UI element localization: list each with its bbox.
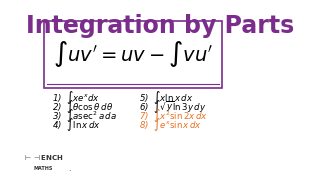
Text: 4)  $\int \ln x\, dx$: 4) $\int \ln x\, dx$ bbox=[52, 116, 101, 133]
Text: Integration by Parts: Integration by Parts bbox=[26, 14, 294, 38]
Text: 8)  $\int e^x \sin x\, dx$: 8) $\int e^x \sin x\, dx$ bbox=[139, 116, 202, 133]
Text: 3)  $\int a\sec^2 a\, da$: 3) $\int a\sec^2 a\, da$ bbox=[52, 107, 116, 124]
Text: 2)  $\int \theta \cos\theta\, d\theta$: 2) $\int \theta \cos\theta\, d\theta$ bbox=[52, 98, 113, 115]
Text: 5)  $\int x \ln x\, dx$: 5) $\int x \ln x\, dx$ bbox=[139, 89, 193, 106]
Text: 6)  $\int \sqrt{y} \ln 3y\, dy$: 6) $\int \sqrt{y} \ln 3y\, dy$ bbox=[139, 98, 207, 115]
Text: 7)  $\int x^2 \sin 2x\, dx$: 7) $\int x^2 \sin 2x\, dx$ bbox=[139, 107, 208, 124]
Text: $\vdash\dashv$ENCH: $\vdash\dashv$ENCH bbox=[23, 153, 64, 162]
Text: 1)  $\int xe^x dx$: 1) $\int xe^x dx$ bbox=[52, 89, 100, 106]
Text: MATHS: MATHS bbox=[34, 166, 53, 171]
Text: .: . bbox=[68, 164, 71, 173]
Text: $\int uv' = uv - \int vu'$: $\int uv' = uv - \int vu'$ bbox=[53, 39, 213, 69]
FancyBboxPatch shape bbox=[44, 21, 222, 88]
